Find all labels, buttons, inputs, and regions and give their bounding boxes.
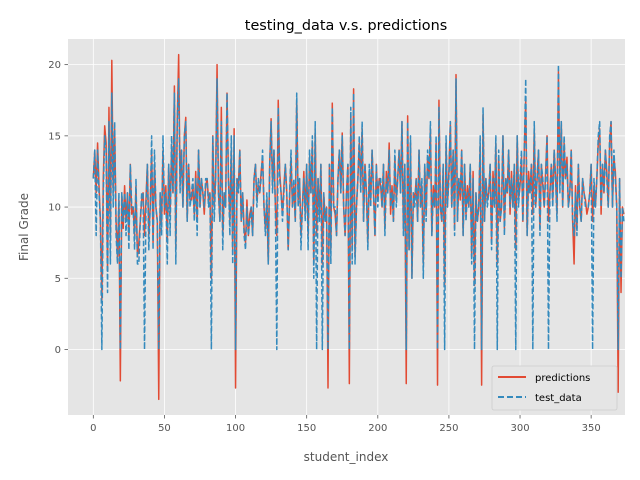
x-axis-label: student_index <box>304 450 389 464</box>
y-tick-label: 10 <box>48 203 61 214</box>
legend: predictions test_data <box>491 365 618 411</box>
x-tick-label: 100 <box>226 423 245 434</box>
x-tick-label: 350 <box>582 423 601 434</box>
y-axis-label: Final Grade <box>17 193 31 261</box>
x-tick-label: 50 <box>158 423 171 434</box>
y-tick-label: 20 <box>48 60 61 71</box>
y-tick-label: 15 <box>48 131 61 142</box>
x-tick-label: 300 <box>510 423 529 434</box>
y-axis-ticks: 0 5 10 15 20 <box>48 60 68 356</box>
y-tick-label: 5 <box>55 274 61 285</box>
x-tick-label: 250 <box>439 423 458 434</box>
x-tick-label: 150 <box>297 423 316 434</box>
x-tick-label: 0 <box>90 423 96 434</box>
legend-label-predictions: predictions <box>535 373 590 384</box>
series-layer <box>92 53 625 401</box>
plot-area <box>68 39 625 415</box>
chart-title: testing_data v.s. predictions <box>245 18 447 34</box>
series-line-test-data <box>92 63 625 351</box>
x-tick-label: 200 <box>368 423 387 434</box>
x-axis-ticks: 0 50 100 150 200 250 300 350 <box>90 415 601 434</box>
legend-label-test-data: test_data <box>535 393 582 404</box>
y-tick-label: 0 <box>55 345 61 356</box>
